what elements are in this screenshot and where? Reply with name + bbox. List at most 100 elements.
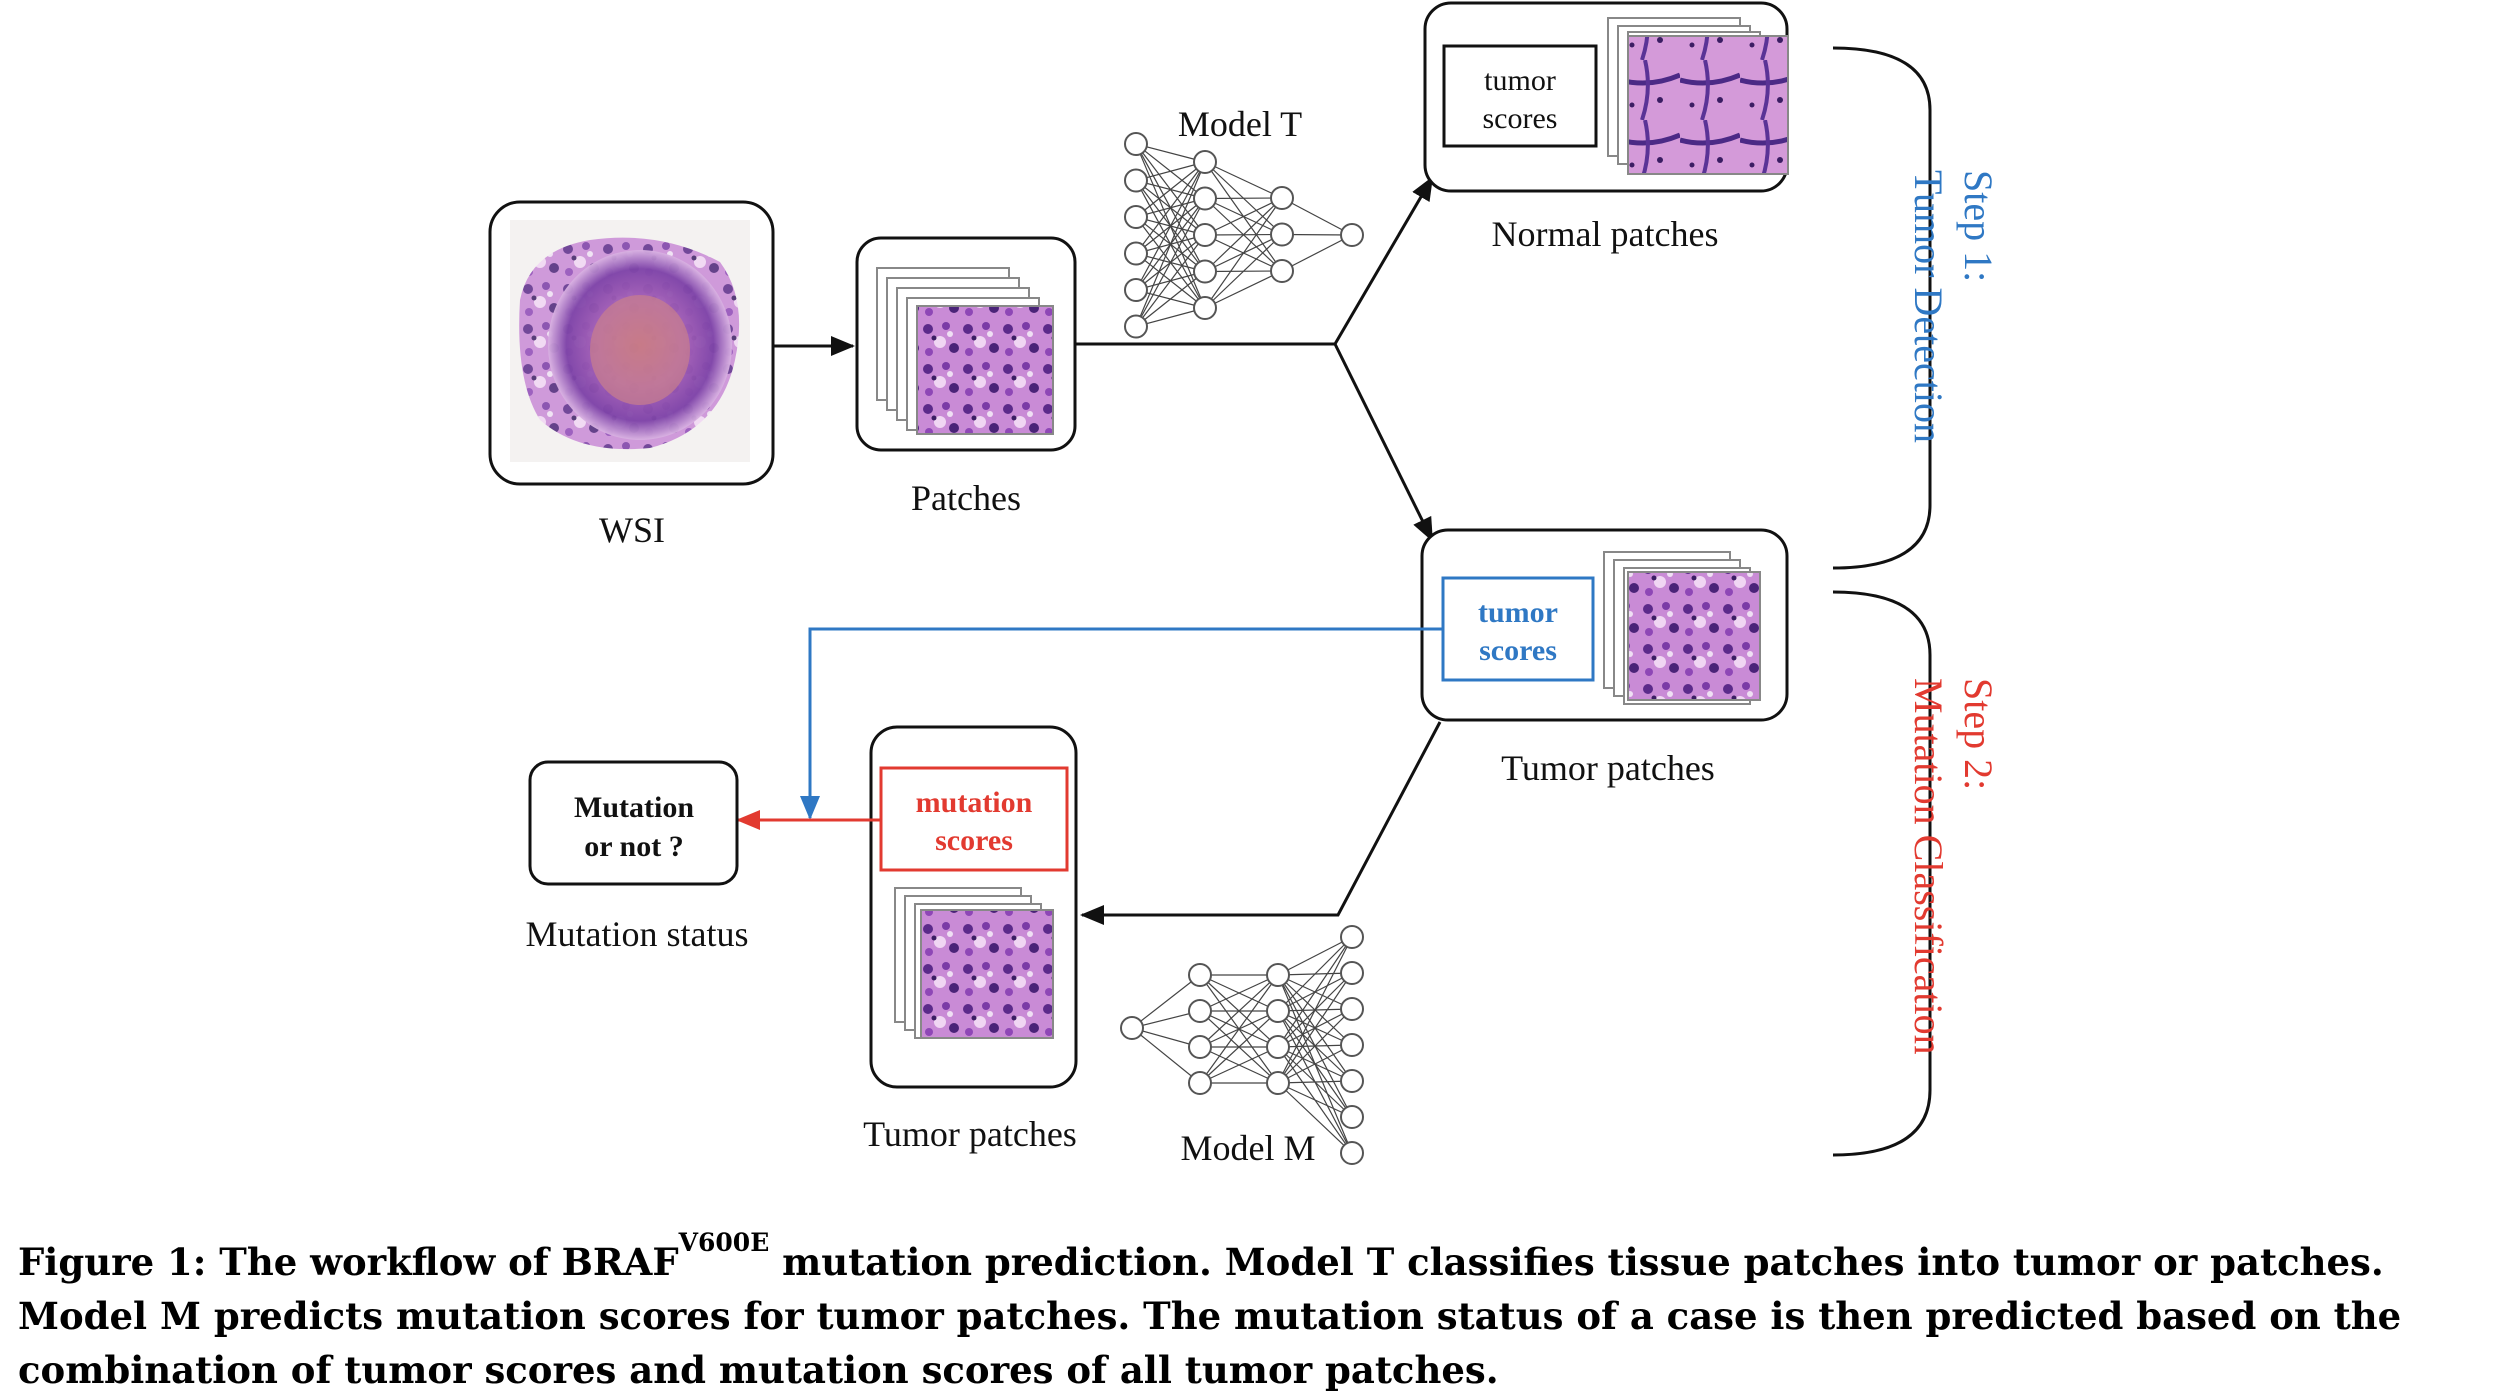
wsi-label: WSI <box>599 510 665 550</box>
model-t-node <box>1124 132 1148 156</box>
model-t-edge <box>1204 161 1283 199</box>
model-m-label: Model M <box>1181 1128 1316 1168</box>
model-m-edge <box>1277 972 1353 1084</box>
normal-patches-node <box>1423 1 1789 193</box>
model-m-node <box>1340 925 1364 949</box>
arrow-tumor-scores-to-decision <box>800 627 1443 820</box>
model-m-node <box>1340 1141 1364 1165</box>
model-t-network-icon <box>1124 132 1364 339</box>
model-m-edge <box>1199 1010 1279 1084</box>
wsi-node <box>488 200 775 486</box>
model-t-node <box>1193 186 1217 211</box>
figure-caption: Figure 1: The workflow of BRAFV600E muta… <box>18 1230 2488 1397</box>
model-m-node <box>1188 1035 1212 1059</box>
model-m-edge <box>1277 1082 1353 1154</box>
model-m-edge <box>1199 974 1279 1048</box>
normal-patches-label: Normal patches <box>1492 214 1719 254</box>
normal-patch-image <box>1627 35 1789 175</box>
tumor-patches-label-bottom: Tumor patches <box>863 1114 1077 1154</box>
tumor-scores-line2: scores <box>1479 634 1557 667</box>
model-m-edge <box>1277 936 1353 976</box>
tumor-patches-label-top: Tumor patches <box>1501 748 1715 788</box>
model-t-edge <box>1204 197 1283 200</box>
model-m-edge <box>1277 1008 1353 1084</box>
step1-bracket <box>1832 46 1932 570</box>
model-m-edge <box>1131 974 1201 1029</box>
step2-subtitle: Mutation Classification <box>1906 678 1951 1055</box>
model-m-node <box>1340 1033 1364 1057</box>
arrow-tumor-to-model-m <box>1080 721 1442 925</box>
model-t-node <box>1270 259 1294 283</box>
model-m-node <box>1340 1069 1364 1093</box>
model-m-node <box>1266 999 1290 1023</box>
mutation-question-line2: or not ? <box>584 830 683 863</box>
model-t-node <box>1124 241 1148 266</box>
mutation-scores-box <box>879 766 1069 872</box>
model-t-node <box>1193 259 1217 284</box>
model-t-node <box>1270 222 1294 247</box>
step1-title: Step 1: <box>1956 170 2001 282</box>
model-m-node <box>1120 1016 1144 1040</box>
model-t-edge <box>1135 234 1206 327</box>
model-t-edge <box>1135 161 1206 218</box>
model-m-edge <box>1199 1046 1279 1084</box>
model-t-edge <box>1204 270 1283 309</box>
tumor-patch-image-bottom <box>920 909 1054 1039</box>
model-m-edge <box>1277 936 1353 1012</box>
model-t-edge <box>1135 271 1206 327</box>
model-t-edge <box>1204 197 1283 236</box>
model-t-node <box>1124 205 1148 229</box>
model-m-node <box>1188 999 1212 1023</box>
model-t-edge <box>1204 197 1283 272</box>
tumor-patch-image-top <box>1627 571 1761 701</box>
mutation-scores-line1: mutation <box>916 786 1033 819</box>
model-m-node <box>1340 1105 1364 1129</box>
model-m-node <box>1340 997 1364 1021</box>
caption-prefix: Figure 1: The workflow of BRAF <box>18 1240 679 1284</box>
model-t-node <box>1124 314 1148 339</box>
model-t-label: Model T <box>1178 104 1302 144</box>
model-t-node <box>1124 168 1148 193</box>
model-t-edge <box>1135 198 1206 327</box>
model-t-edge <box>1281 197 1353 236</box>
patch-image <box>916 305 1054 435</box>
model-t-node <box>1193 296 1217 320</box>
model-t-node <box>1124 278 1148 302</box>
model-m-node <box>1266 1071 1290 1095</box>
normal-tumor-scores-line1: tumor <box>1484 64 1556 97</box>
model-t-edge <box>1135 161 1206 327</box>
model-t-edge <box>1204 197 1283 309</box>
caption-rest: mutation prediction. Model T classifies … <box>18 1240 2402 1392</box>
model-m-edge <box>1131 1027 1201 1084</box>
model-m-edge <box>1277 1082 1353 1118</box>
model-m-edge <box>1277 1044 1353 1084</box>
model-m-node <box>1266 1035 1290 1059</box>
tumor-patches-node-top <box>1420 528 1789 722</box>
arrow-to-tumor-patches <box>1333 343 1434 542</box>
model-t-edge <box>1281 234 1353 272</box>
step2-bracket <box>1832 590 1932 1157</box>
tumor-scores-line1: tumor <box>1478 596 1558 629</box>
mutation-status-label: Mutation status <box>526 914 749 954</box>
model-t-node <box>1193 223 1217 247</box>
caption-superscript: V600E <box>678 1228 770 1257</box>
mutation-decision-node <box>528 760 739 886</box>
model-t-edge <box>1135 161 1206 291</box>
patches-node <box>855 236 1077 452</box>
model-m-edge <box>1199 974 1279 1084</box>
model-t-node <box>1340 223 1364 247</box>
normal-tumor-scores-line2: scores <box>1483 102 1558 135</box>
step1-subtitle: Tumor Detection <box>1906 170 1951 443</box>
patches-label: Patches <box>911 478 1021 518</box>
model-m-network-icon <box>1120 925 1364 1165</box>
step2-title: Step 2: <box>1956 678 2001 790</box>
mutation-question-line1: Mutation <box>574 791 694 824</box>
model-m-edge <box>1277 936 1353 1048</box>
model-m-edge <box>1277 936 1353 1084</box>
model-m-node <box>1340 961 1364 985</box>
model-t-edge <box>1204 234 1283 309</box>
model-m-edge <box>1277 1080 1353 1084</box>
model-t-node <box>1193 150 1217 174</box>
wsi-tissue-image <box>519 237 740 450</box>
